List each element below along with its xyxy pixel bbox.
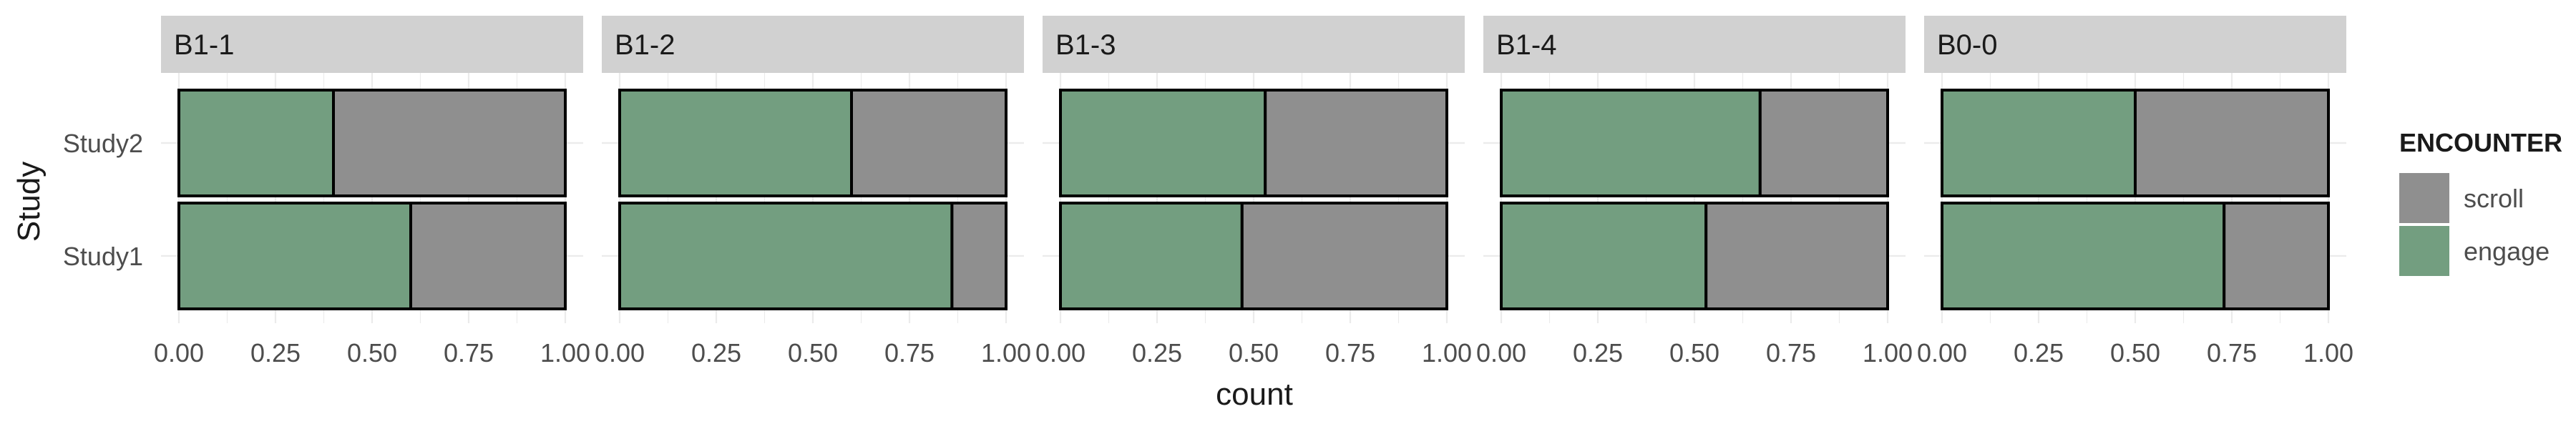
- bar-engage-study1: [618, 202, 954, 310]
- x-tick-label: 0.50: [1229, 338, 1279, 368]
- x-tick-label: 0.50: [2110, 338, 2160, 368]
- bar-engage-study2: [1941, 89, 2137, 197]
- bar-engage-study1: [1941, 202, 2226, 310]
- x-tick-label: 1.00: [540, 338, 590, 368]
- x-tick-label: 0.00: [595, 338, 645, 368]
- panel-strip-label: B1-1: [174, 29, 235, 61]
- x-tick-label: 1.00: [1863, 338, 1913, 368]
- x-tick-label: 0.75: [1766, 338, 1816, 368]
- x-tick-label: 0.75: [2207, 338, 2257, 368]
- y-axis-title: Study: [11, 162, 47, 242]
- legend-key-engage: [2399, 226, 2449, 276]
- panel-strip: [1924, 16, 2346, 73]
- bar-scroll-study1: [1704, 202, 1889, 310]
- bar-scroll-study2: [850, 89, 1008, 197]
- x-tick-label: 0.00: [1476, 338, 1526, 368]
- x-tick-label: 0.75: [444, 338, 494, 368]
- x-tick-label: 0.00: [154, 338, 204, 368]
- x-tick-label: 0.50: [1669, 338, 1719, 368]
- legend-label-engage: engage: [2464, 237, 2550, 266]
- x-tick-label: 0.25: [2014, 338, 2064, 368]
- panel-strip-label: B1-4: [1496, 29, 1557, 61]
- legend-key-scroll: [2399, 173, 2449, 223]
- panel-strip-label: B1-2: [615, 29, 675, 61]
- bar-engage-study1: [1059, 202, 1244, 310]
- x-tick-label: 0.50: [347, 338, 397, 368]
- x-tick-label: 0.25: [1132, 338, 1182, 368]
- panels-layer: B1-1 0.00 0.25 0.50 0.75 1.00 B1-2 0.00 0.25 0.50…: [63, 16, 2353, 368]
- bar-scroll-study2: [1758, 89, 1890, 197]
- bar-engage-study2: [618, 89, 853, 197]
- x-tick-label: 0.75: [884, 338, 935, 368]
- panel-b1-2: B1-2 0.00 0.25 0.50 0.75 1.00: [595, 16, 1031, 368]
- bar-engage-study1: [177, 202, 412, 310]
- panel-b1-3: B1-3 0.00 0.25 0.50 0.75 1.00: [1035, 16, 1472, 368]
- bar-engage-study1: [1500, 202, 1708, 310]
- x-axis-title: count: [1216, 377, 1293, 412]
- y-tick-label-study1: Study1: [63, 242, 143, 271]
- bar-scroll-study1: [2223, 202, 2330, 310]
- bar-scroll-study1: [950, 202, 1008, 310]
- panel-strip: [602, 16, 1024, 73]
- panel-strip-label: B1-3: [1055, 29, 1116, 61]
- legend-title: ENCOUNTER: [2399, 128, 2562, 157]
- bar-scroll-study1: [1240, 202, 1449, 310]
- bar-engage-study2: [1500, 89, 1762, 197]
- bar-scroll-study2: [1264, 89, 1448, 197]
- x-tick-label: 0.25: [250, 338, 301, 368]
- legend-label-scroll: scroll: [2464, 184, 2524, 213]
- panel-strip: [1043, 16, 1465, 73]
- x-tick-label: 0.50: [788, 338, 838, 368]
- x-tick-label: 0.00: [1035, 338, 1085, 368]
- panel-strip: [1483, 16, 1906, 73]
- bar-scroll-study2: [2134, 89, 2330, 197]
- panel-strip-label: B0-0: [1937, 29, 1998, 61]
- bar-scroll-study1: [409, 202, 567, 310]
- bar-engage-study2: [1059, 89, 1267, 197]
- x-tick-label: 0.25: [691, 338, 741, 368]
- x-tick-label: 0.25: [1573, 338, 1623, 368]
- panel-b1-1: B1-1 0.00 0.25 0.50 0.75 1.00: [154, 16, 590, 368]
- panel-b1-4: B1-4 0.00 0.25 0.50 0.75 1.00: [1476, 16, 1913, 368]
- x-tick-label: 1.00: [2303, 338, 2353, 368]
- panel-b0-0: B0-0 0.00 0.25 0.50 0.75 1.00: [1917, 16, 2353, 368]
- bar-engage-study2: [177, 89, 335, 197]
- x-tick-label: 1.00: [981, 338, 1031, 368]
- bar-scroll-study2: [332, 89, 567, 197]
- y-tick-label-study2: Study2: [63, 129, 143, 158]
- x-tick-label: 1.00: [1422, 338, 1472, 368]
- panel-strip: [161, 16, 583, 73]
- x-tick-label: 0.00: [1917, 338, 1967, 368]
- x-tick-label: 0.75: [1325, 338, 1375, 368]
- legend: ENCOUNTER scroll engage: [2399, 128, 2562, 276]
